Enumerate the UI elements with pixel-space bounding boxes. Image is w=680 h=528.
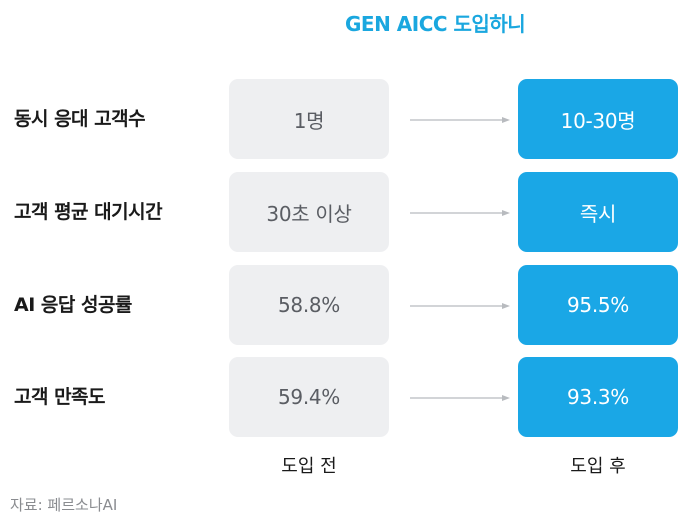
comparison-row: 동시 응대 고객수 1명 10-30명: [0, 79, 680, 159]
before-value-box: 30초 이상: [229, 172, 389, 252]
arrow-right-icon: [410, 394, 510, 402]
after-value-box: 즉시: [518, 172, 678, 252]
after-value-box: 95.5%: [518, 265, 678, 345]
before-value-box: 1명: [229, 79, 389, 159]
after-value-box: 93.3%: [518, 357, 678, 437]
after-column-label: 도입 후: [570, 456, 626, 477]
before-column-label: 도입 전: [281, 456, 337, 477]
comparison-row: 고객 만족도 59.4% 93.3%: [0, 357, 680, 437]
arrow-right-icon: [410, 209, 510, 217]
source-note: 자료: 페르소나AI: [10, 496, 118, 514]
before-value-box: 58.8%: [229, 265, 389, 345]
page-title: GEN AICC 도입하니: [345, 12, 526, 36]
comparison-row: AI 응답 성공률 58.8% 95.5%: [0, 265, 680, 345]
comparison-row: 고객 평균 대기시간 30초 이상 즉시: [0, 172, 680, 252]
before-value-box: 59.4%: [229, 357, 389, 437]
arrow-right-icon: [410, 302, 510, 310]
after-value-box: 10-30명: [518, 79, 678, 159]
row-label: AI 응답 성공률: [14, 294, 132, 316]
row-label: 고객 만족도: [14, 386, 106, 408]
arrow-right-icon: [410, 116, 510, 124]
row-label: 고객 평균 대기시간: [14, 201, 163, 223]
row-label: 동시 응대 고객수: [14, 108, 146, 130]
